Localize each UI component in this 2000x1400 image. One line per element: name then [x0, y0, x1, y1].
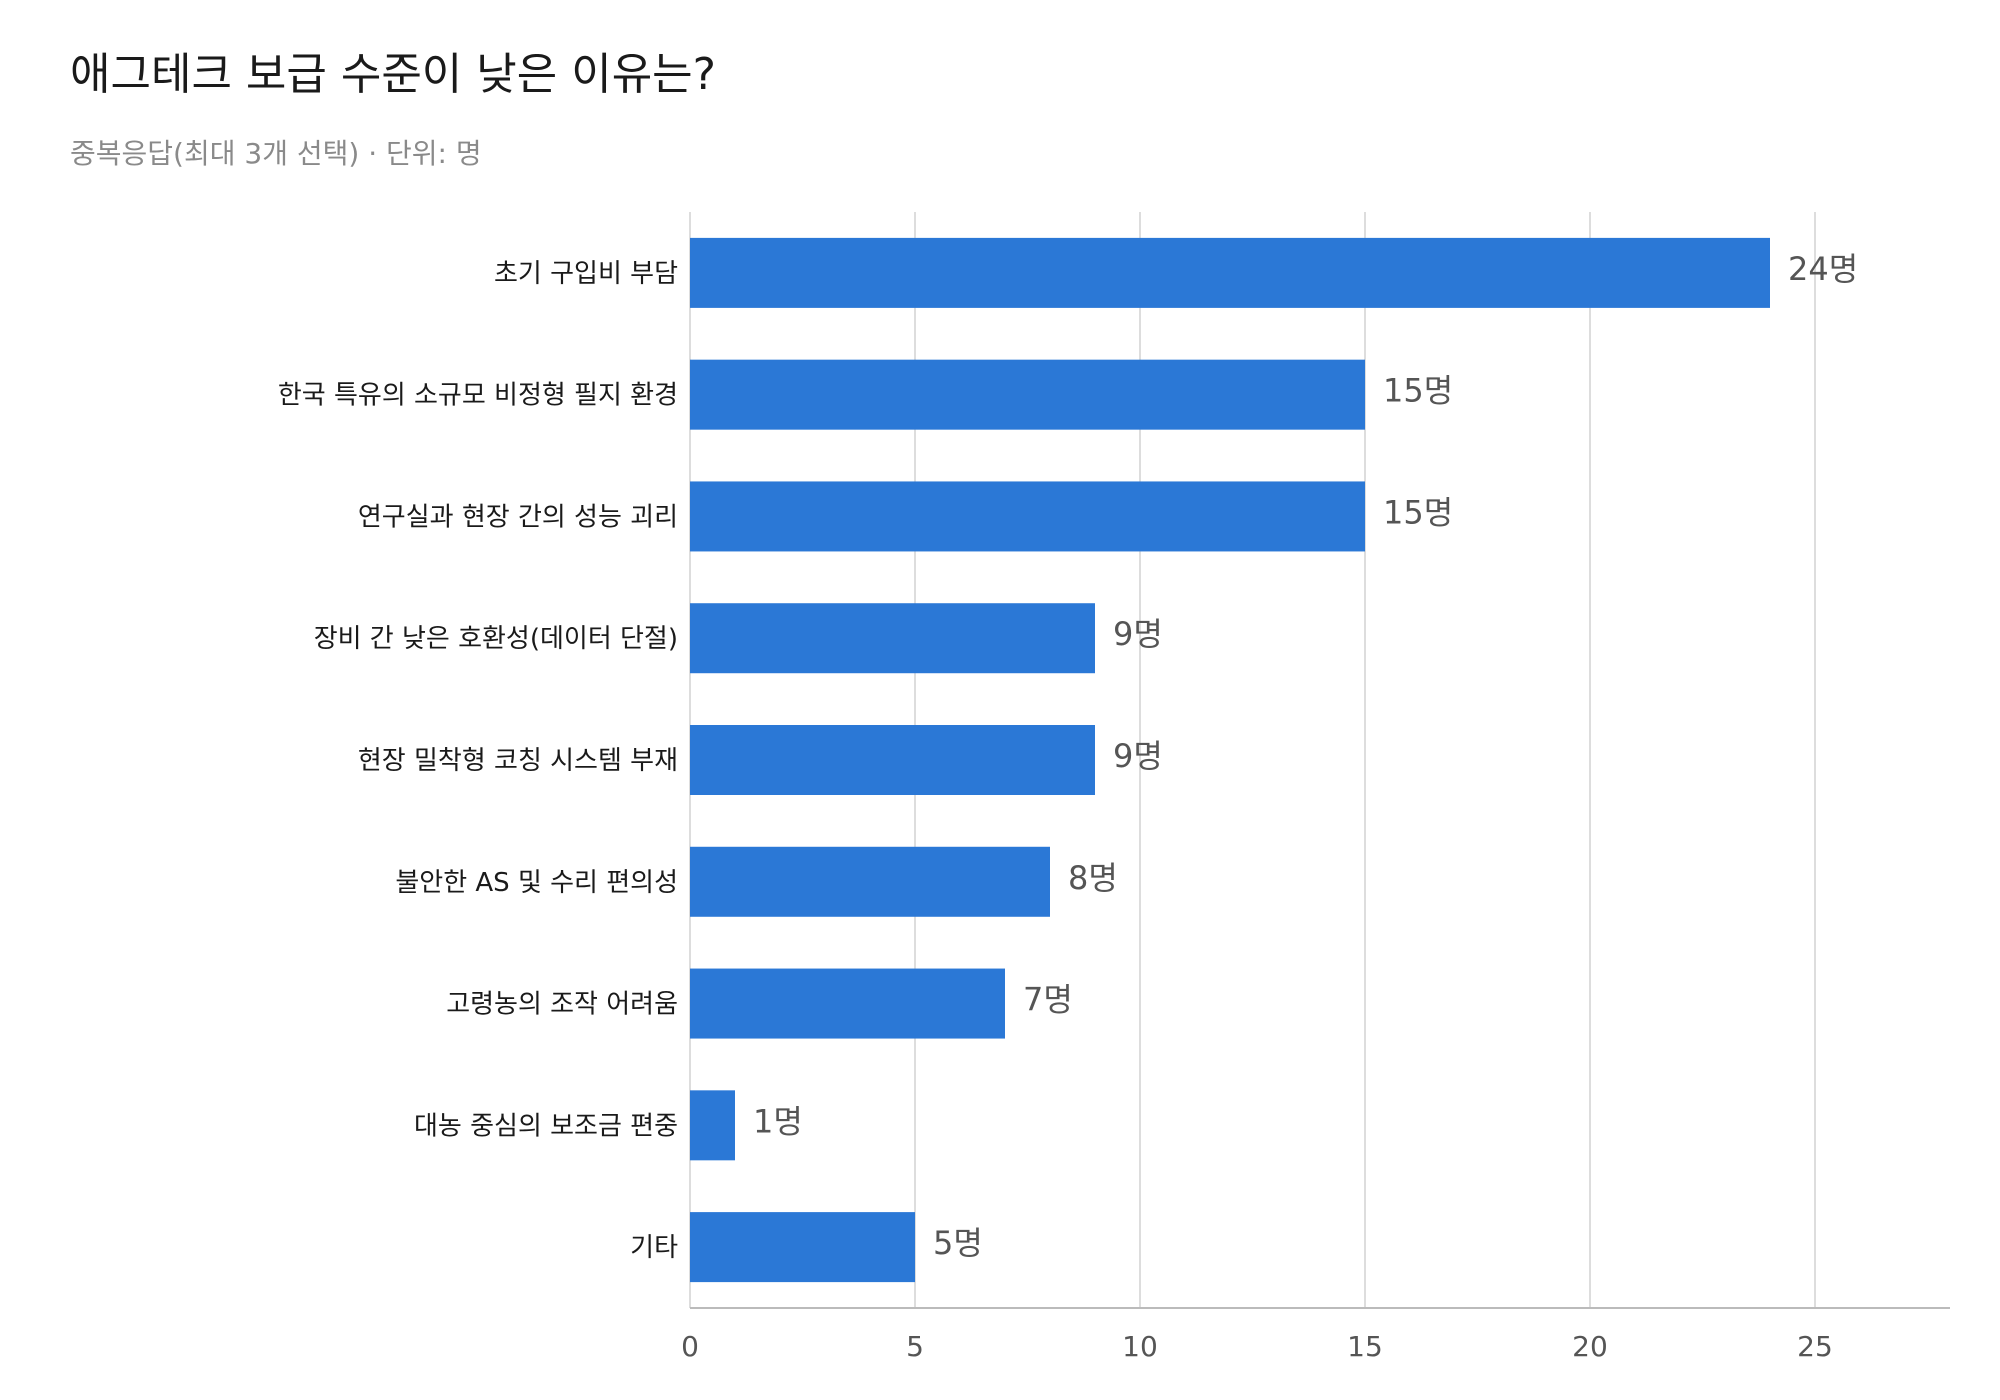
value-label: 24명 — [1788, 250, 1858, 288]
x-tick-label: 10 — [1122, 1330, 1158, 1363]
category-label: 한국 특유의 소규모 비정형 필지 환경 — [278, 381, 678, 411]
x-tick-label: 0 — [681, 1330, 699, 1363]
chart-title: 애그테크 보급 수준이 낮은 이유는? — [70, 49, 717, 100]
bar — [690, 725, 1095, 795]
category-label: 현장 밀착형 코칭 시스템 부재 — [358, 746, 678, 776]
category-label: 연구실과 현장 간의 성능 괴리 — [358, 502, 678, 532]
value-label: 1명 — [753, 1102, 803, 1140]
chart-subtitle: 중복응답(최대 3개 선택) · 단위: 명 — [70, 137, 482, 170]
category-label: 기타 — [630, 1233, 678, 1263]
x-axis: 0 5 10 15 20 25 — [681, 1307, 1950, 1363]
x-tick-label: 25 — [1797, 1330, 1833, 1363]
bar — [690, 1090, 735, 1161]
value-label: 7명 — [1023, 981, 1073, 1019]
value-label: 15명 — [1383, 372, 1453, 410]
x-tick-label: 20 — [1572, 1330, 1608, 1363]
x-tick-label: 15 — [1347, 1330, 1383, 1363]
bar — [690, 1212, 915, 1283]
value-label: 15명 — [1383, 493, 1453, 531]
bar — [690, 359, 1365, 430]
bar — [690, 481, 1365, 552]
x-tick-label: 5 — [906, 1330, 924, 1363]
category-label: 장비 간 낮은 호환성(데이터 단절) — [314, 624, 678, 654]
bar — [690, 237, 1770, 308]
bar — [690, 603, 1095, 674]
bar — [690, 846, 1050, 917]
bar — [690, 968, 1005, 1039]
category-label: 대농 중심의 보조금 편중 — [414, 1111, 678, 1141]
category-label: 불안한 AS 및 수리 편의성 — [395, 868, 678, 898]
value-label: 9명 — [1113, 615, 1163, 653]
category-label: 고령농의 조작 어려움 — [446, 990, 678, 1020]
value-label: 5명 — [933, 1224, 983, 1262]
bars — [690, 237, 1770, 1283]
value-label: 9명 — [1113, 737, 1163, 775]
category-label: 초기 구입비 부담 — [494, 259, 678, 289]
value-label: 8명 — [1068, 859, 1118, 897]
